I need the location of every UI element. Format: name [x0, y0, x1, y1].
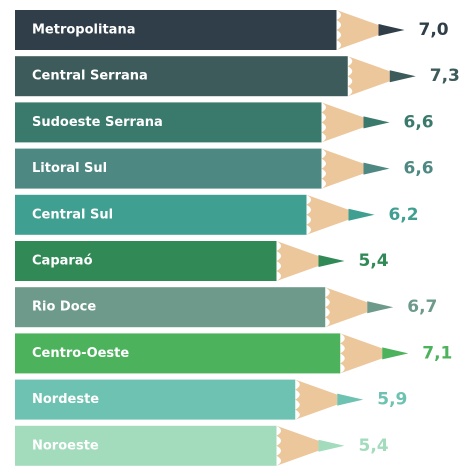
pencil-tip [318, 255, 345, 267]
value-label: 7,1 [422, 343, 452, 363]
category-label: Caparaó [32, 254, 93, 269]
pencil-tip [378, 24, 405, 36]
pencil-wood [276, 241, 319, 281]
pencil-wood [321, 102, 364, 143]
pencil-body [15, 333, 341, 374]
category-label: Litoral Sul [32, 161, 107, 176]
value-label: 6,6 [404, 159, 434, 179]
pencil-wood [325, 287, 368, 328]
pencil-tip [318, 439, 345, 452]
value-label: 7,0 [419, 20, 449, 40]
pencil-wood [306, 194, 349, 235]
category-label: Central Serrana [32, 69, 148, 84]
pencil-tip [348, 208, 375, 221]
value-label: 6,7 [407, 297, 437, 317]
category-label: Metropolitana [32, 23, 135, 38]
pencil-body [15, 10, 337, 50]
pencil-wood [295, 379, 338, 420]
category-label: Sudoeste Serrana [32, 115, 163, 130]
pencil-body [15, 241, 277, 281]
pencil-wood [321, 148, 364, 189]
category-label: Rio Doce [32, 300, 96, 315]
pencil-body [15, 102, 322, 143]
category-label: Noroeste [32, 438, 99, 453]
value-label: 5,4 [359, 251, 389, 271]
value-label: 5,4 [359, 436, 389, 456]
pencil-wood [347, 56, 390, 97]
value-label: 5,9 [377, 390, 407, 410]
pencil-tip [367, 301, 394, 314]
value-label: 6,2 [389, 205, 419, 225]
pencil-body [15, 148, 322, 189]
pencil-tip [363, 116, 390, 129]
pencil-body [15, 287, 326, 328]
pencil-wood [340, 333, 383, 374]
category-label: Centro-Oeste [32, 346, 129, 361]
pencil-wood [336, 10, 379, 50]
pencil-wood [276, 425, 319, 466]
pencil-body [15, 56, 348, 97]
pencil-body [15, 425, 277, 466]
pencil-body [15, 379, 296, 420]
category-label: Nordeste [32, 392, 99, 407]
pencil-tip [382, 347, 409, 360]
category-label: Central Sul [32, 207, 113, 222]
value-label: 7,3 [430, 66, 460, 86]
pencil-tip [337, 393, 364, 406]
pencil-tip [389, 70, 416, 83]
pencil-body [15, 194, 307, 235]
pencil-tip [363, 162, 390, 175]
value-label: 6,6 [404, 112, 434, 132]
